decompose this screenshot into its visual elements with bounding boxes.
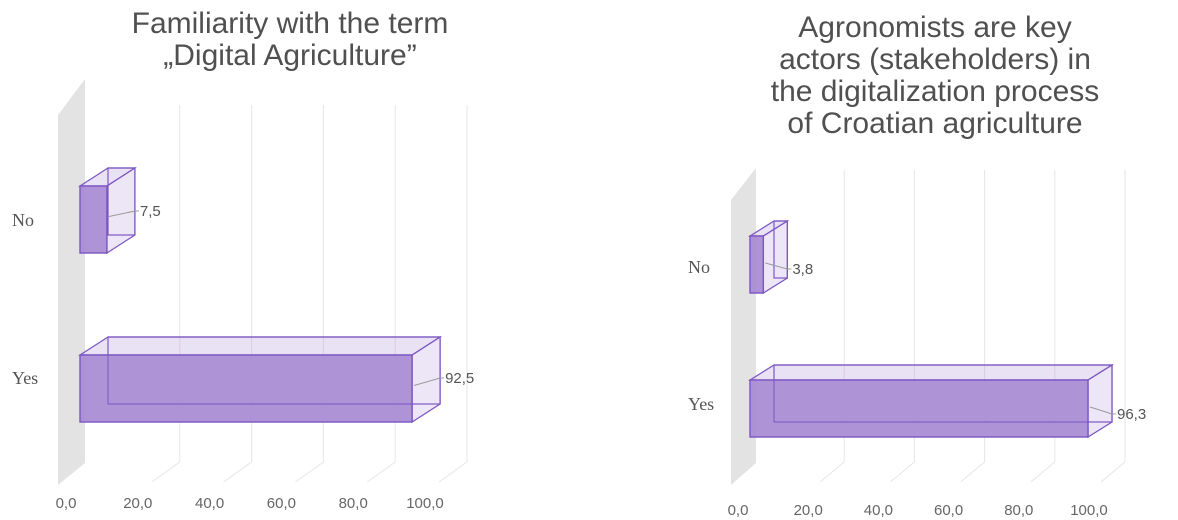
chart1-title-line: Familiarity with the term [131, 7, 449, 40]
chart-1: 0,0 20,0 40,0 60,0 80,0 100,0 7,5 No 92,5 Yes [12, 79, 474, 512]
category-label: Yes [12, 368, 38, 388]
data-label-leader [413, 377, 445, 386]
data-label: 3,8 [792, 261, 813, 278]
x-tick-label: 100,0 [406, 495, 444, 512]
chart2-title-line: actors (stakeholders) in [779, 43, 1091, 76]
x-tick-label: 40,0 [864, 502, 893, 519]
gridline-floor [366, 461, 396, 483]
gridline-floor [960, 461, 985, 483]
x-tick-label: 40,0 [195, 495, 224, 512]
data-label: 92,5 [445, 370, 474, 387]
data-label: 96,3 [1117, 406, 1146, 423]
chart1-title: Familiarity with the term „Digital Agric… [40, 8, 540, 72]
gridline-floor [151, 461, 181, 483]
x-tick-label: 60,0 [267, 495, 296, 512]
gridline-floor [890, 461, 915, 483]
bar-front-face [79, 354, 413, 423]
bar-top-face [747, 364, 1115, 381]
gridline-floor [295, 461, 324, 483]
chart-2: 0,0 20,0 40,0 60,0 80,0 100,0 3,8 No 96,3 Yes [688, 168, 1146, 519]
x-tick-label: 0,0 [728, 502, 749, 519]
x-tick-label: 80,0 [339, 495, 368, 512]
x-tick-label: 80,0 [1004, 502, 1033, 519]
category-label: Yes [688, 394, 714, 414]
x-tick-label: 20,0 [123, 495, 152, 512]
bar-front-face [749, 379, 1089, 438]
gridline-floor [1030, 461, 1056, 483]
chart2-title-line: of Croatian agriculture [787, 107, 1083, 140]
bar-top-face [77, 336, 443, 356]
chart2-title-line: Agronomists are key [798, 11, 1072, 44]
x-tick-label: 60,0 [934, 502, 963, 519]
data-label-leader [1089, 406, 1117, 415]
x-tick-label: 100,0 [1070, 502, 1108, 519]
bar-front-face [79, 185, 108, 254]
chart1-title-line: „Digital Agriculture” [163, 39, 417, 72]
bar-front-face [749, 235, 765, 294]
data-label-leader [108, 210, 139, 217]
category-label: No [12, 210, 34, 230]
bar-yes: 96,3 [747, 363, 1146, 439]
bar-yes: 92,5 [77, 335, 474, 424]
x-tick-label: 0,0 [56, 495, 77, 512]
category-label: No [688, 257, 710, 277]
gridline-floor [223, 461, 252, 483]
gridline-floor [819, 461, 845, 483]
gridline-floor [438, 461, 468, 483]
chart2-title-line: the digitalization process [770, 75, 1100, 108]
bar-no: 3,8 [747, 219, 813, 295]
chart2-title: Agronomists are key actors (stakeholders… [700, 12, 1170, 140]
bar-no: 7,5 [77, 166, 161, 255]
data-label-leader [765, 262, 792, 270]
axis-wall [58, 79, 85, 485]
gridline-floor [1100, 461, 1126, 483]
data-label: 7,5 [140, 203, 161, 220]
x-tick-label: 20,0 [794, 502, 823, 519]
